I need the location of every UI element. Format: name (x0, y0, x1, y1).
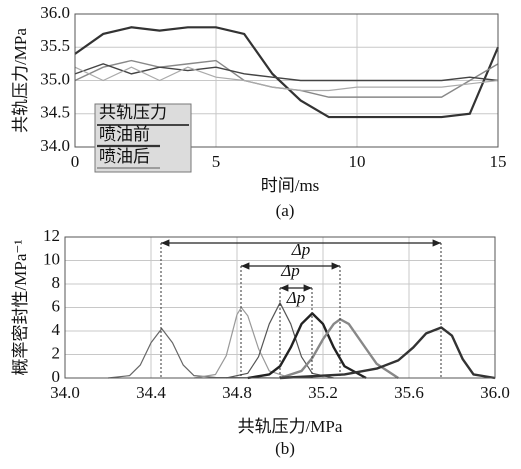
y-tick-label: 6 (52, 296, 61, 315)
y-tick-label: 34.5 (40, 103, 70, 122)
x-tick-label: 36.0 (480, 383, 510, 402)
x-tick-label: 10 (349, 152, 366, 171)
delta-label: Δp (291, 240, 310, 259)
x-axis-label: 共轨压力/MPa (238, 417, 343, 436)
data-line (74, 66, 499, 92)
x-tick-label: 15 (490, 152, 507, 171)
density-curve (279, 318, 399, 380)
data-line (74, 63, 499, 82)
y-tick-label: 35.5 (40, 36, 70, 55)
legend-label: 喷油前 (99, 125, 150, 144)
x-tick-label: 0 (71, 152, 80, 171)
y-tick-label: 12 (43, 226, 60, 245)
density-curve (279, 326, 496, 380)
y-axis-label: 概率密封性/MPa⁻¹ (11, 240, 30, 376)
x-tick-label: 35.6 (394, 383, 424, 402)
x-tick-label: 35.2 (308, 383, 338, 402)
legend-box (94, 103, 192, 173)
x-tick-label: 34.0 (50, 383, 80, 402)
delta-label: Δp (280, 261, 299, 280)
y-tick-label: 4 (52, 320, 61, 339)
y-tick-label: 8 (52, 273, 61, 292)
y-tick-label: 36.0 (40, 3, 70, 22)
caption: (a) (276, 201, 295, 220)
delta-label: Δp (286, 288, 305, 307)
x-tick-label: 5 (212, 152, 221, 171)
x-tick-label: 34.8 (222, 383, 252, 402)
y-tick-label: 0 (52, 367, 61, 386)
y-tick-label: 2 (52, 343, 61, 362)
y-tick-label: 34.0 (40, 136, 70, 155)
data-line (74, 26, 500, 119)
y-axis-label: 共轨压力/MPa (11, 28, 30, 133)
caption: (b) (275, 439, 295, 458)
y-tick-label: 10 (43, 249, 60, 268)
legend-title: 共轨压力 (99, 103, 167, 122)
y-tick-label: 35.0 (40, 69, 70, 88)
plot-frame (74, 13, 499, 148)
density-curve (226, 302, 334, 379)
density-curve (247, 312, 367, 380)
legend-label: 喷油后 (99, 147, 150, 166)
x-axis-label: 时间/ms (261, 176, 320, 195)
x-tick-label: 34.4 (136, 383, 166, 402)
